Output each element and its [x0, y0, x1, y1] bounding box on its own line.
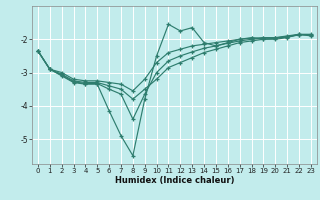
X-axis label: Humidex (Indice chaleur): Humidex (Indice chaleur) [115, 176, 234, 185]
